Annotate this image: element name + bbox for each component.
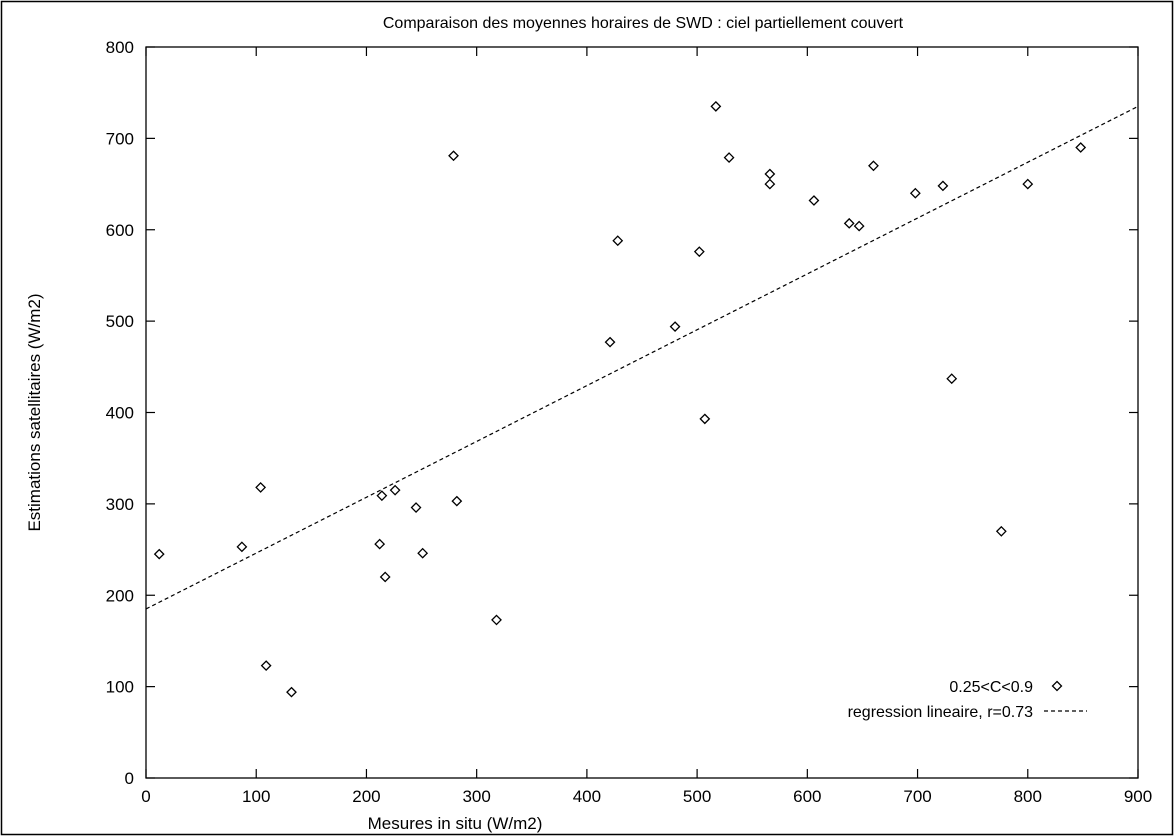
x-tick-labels: 0 100 200 300 400 500 600 700 800 900 bbox=[141, 787, 1152, 806]
data-point bbox=[937, 180, 949, 192]
data-point bbox=[417, 547, 429, 559]
data-point bbox=[260, 660, 272, 672]
legend-marker-scatter bbox=[1051, 680, 1063, 692]
tick-marks bbox=[145, 46, 1139, 779]
regression-line bbox=[145, 105, 1139, 610]
data-point bbox=[255, 482, 267, 493]
legend-label-scatter: 0.25<C<0.9 bbox=[949, 679, 1033, 696]
data-point bbox=[448, 150, 459, 162]
x-tick-label: 800 bbox=[1014, 787, 1042, 806]
y-tick-label: 100 bbox=[106, 678, 134, 697]
data-point bbox=[710, 100, 722, 112]
x-tick-label: 700 bbox=[903, 787, 931, 806]
y-tick-label: 500 bbox=[106, 312, 134, 331]
data-point bbox=[1075, 142, 1087, 153]
data-point bbox=[669, 321, 681, 333]
data-point bbox=[612, 235, 624, 247]
data-point bbox=[853, 220, 865, 232]
data-point bbox=[693, 246, 705, 258]
data-point bbox=[604, 336, 616, 348]
legend: 0.25<C<0.9 regression lineaire, r=0.73 bbox=[848, 679, 1087, 721]
data-point bbox=[374, 538, 386, 550]
data-point bbox=[699, 413, 711, 425]
x-tick-label: 200 bbox=[352, 787, 380, 806]
data-point bbox=[376, 490, 388, 502]
x-tick-label: 300 bbox=[462, 787, 490, 806]
data-point bbox=[379, 571, 391, 583]
data-point bbox=[946, 373, 958, 385]
y-axis-title: Estimations satellitaires (W/m2) bbox=[25, 293, 44, 531]
chart-title: Comparaison des moyennes horaires de SWD… bbox=[383, 15, 904, 32]
data-point bbox=[153, 548, 165, 560]
data-point bbox=[451, 495, 463, 507]
data-point bbox=[764, 168, 776, 180]
x-tick-label: 0 bbox=[141, 787, 150, 806]
y-tick-label: 0 bbox=[125, 769, 134, 788]
y-tick-labels: 0 100 200 300 400 500 600 700 800 bbox=[106, 38, 134, 788]
legend-label-regression: regression lineaire, r=0.73 bbox=[848, 704, 1034, 721]
x-tick-label: 100 bbox=[242, 787, 270, 806]
x-tick-label: 500 bbox=[683, 787, 711, 806]
y-tick-label: 800 bbox=[106, 38, 134, 57]
y-tick-label: 700 bbox=[106, 129, 134, 148]
data-point bbox=[389, 484, 401, 496]
data-point bbox=[995, 525, 1007, 537]
x-tick-label: 400 bbox=[573, 787, 601, 806]
regression-line-group bbox=[145, 105, 1139, 610]
x-tick-label: 900 bbox=[1124, 787, 1152, 806]
data-point bbox=[286, 686, 297, 698]
plot-area-border bbox=[145, 46, 1139, 779]
data-point bbox=[808, 195, 820, 206]
data-point bbox=[843, 217, 855, 229]
data-point bbox=[410, 502, 422, 513]
y-tick-label: 400 bbox=[106, 404, 134, 423]
data-point bbox=[1022, 178, 1034, 190]
data-point bbox=[723, 152, 735, 163]
x-tick-label: 600 bbox=[793, 787, 821, 806]
data-point bbox=[909, 187, 921, 199]
y-tick-label: 200 bbox=[106, 586, 134, 605]
y-tick-label: 600 bbox=[106, 221, 134, 240]
data-points bbox=[153, 100, 1087, 698]
x-axis-title: Mesures in situ (W/m2) bbox=[368, 814, 543, 833]
data-point bbox=[868, 160, 879, 172]
data-point bbox=[491, 614, 502, 626]
data-point bbox=[764, 178, 776, 190]
data-point bbox=[236, 541, 248, 553]
y-tick-label: 300 bbox=[106, 495, 134, 514]
